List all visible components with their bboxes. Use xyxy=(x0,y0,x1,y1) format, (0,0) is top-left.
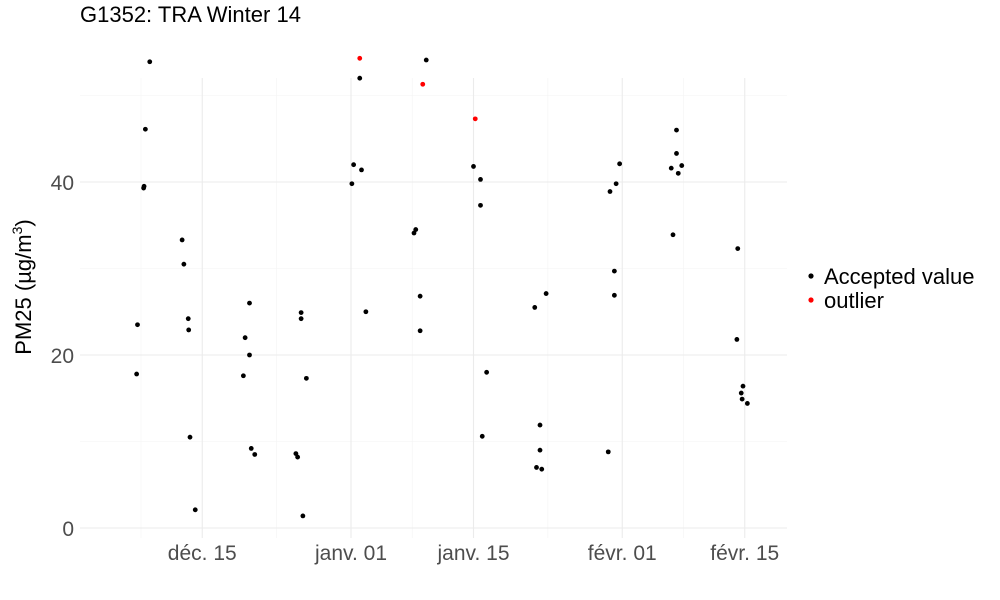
outlier-point xyxy=(472,116,478,122)
accepted-point xyxy=(674,151,679,156)
outlier-point xyxy=(357,55,363,61)
accepted-point xyxy=(186,327,192,333)
accepted-point xyxy=(543,291,549,296)
accepted-point xyxy=(734,337,740,342)
accepted-point xyxy=(611,292,617,298)
accepted-point xyxy=(479,433,485,439)
legend: Accepted value outlier xyxy=(808,264,974,313)
accepted-point xyxy=(248,446,254,451)
accepted-point xyxy=(744,401,750,406)
accepted-point xyxy=(357,75,363,81)
accepted-point xyxy=(181,261,187,267)
grid xyxy=(80,78,787,538)
accepted-point xyxy=(298,310,304,316)
accepted-point xyxy=(142,126,148,132)
accepted-point xyxy=(242,335,248,341)
accepted-point xyxy=(478,202,483,208)
y-axis-ticks: 0 20 40 xyxy=(51,172,74,541)
accepted-point xyxy=(484,369,490,375)
accepted-point xyxy=(605,449,611,455)
legend-key-outlier xyxy=(808,297,814,303)
accepted-point xyxy=(247,300,252,306)
accepted-point xyxy=(179,237,185,243)
accepted-point xyxy=(247,352,252,358)
accepted-point xyxy=(607,189,613,194)
legend-key-accepted xyxy=(808,273,814,279)
accepted-point xyxy=(611,268,617,274)
accepted-point xyxy=(252,452,258,457)
accepted-point xyxy=(363,309,369,315)
accepted-point xyxy=(674,127,679,133)
accepted-point xyxy=(349,181,355,187)
accepted-point xyxy=(537,422,543,428)
y-axis-label-close: ) xyxy=(11,219,36,226)
chart-title: G1352: TRA Winter 14 xyxy=(80,2,301,27)
x-axis-ticks: déc. 15 janv. 01 janv. 15 févr. 01 févr. 15 xyxy=(168,542,779,565)
y-axis-label-unit: µg/m xyxy=(11,234,36,283)
y-axis-label-exponent: 3 xyxy=(9,226,25,234)
accepted-point xyxy=(423,57,429,63)
x-tick-label: janv. 01 xyxy=(314,542,387,565)
accepted-point xyxy=(417,293,423,299)
x-tick-label: févr. 01 xyxy=(588,542,657,565)
accepted-point xyxy=(351,162,357,168)
accepted-point xyxy=(185,316,191,322)
accepted-point xyxy=(359,167,364,173)
accepted-point xyxy=(298,316,304,322)
accepted-point xyxy=(135,322,140,328)
accepted-point xyxy=(739,396,745,402)
accepted-point xyxy=(240,373,246,379)
y-tick-label: 40 xyxy=(51,172,74,195)
outlier-point xyxy=(420,81,426,87)
y-tick-label: 0 xyxy=(62,518,74,541)
accepted-point xyxy=(147,59,153,65)
accepted-point xyxy=(300,513,306,519)
accepted-point xyxy=(668,165,674,171)
accepted-point xyxy=(738,390,744,396)
y-axis-label: PM25 (µg/m3) xyxy=(9,219,36,354)
accepted-point xyxy=(670,232,676,238)
accepted-point xyxy=(471,164,476,169)
accepted-point xyxy=(740,383,746,389)
accepted-point xyxy=(735,246,741,252)
accepted-point xyxy=(134,371,140,377)
accepted-point xyxy=(534,465,539,470)
x-tick-label: janv. 15 xyxy=(437,542,510,565)
accepted-point xyxy=(478,177,483,182)
x-tick-label: févr. 15 xyxy=(710,542,779,565)
accepted-point xyxy=(413,227,419,232)
accepted-point xyxy=(141,183,147,189)
y-axis-label-main: PM25 ( xyxy=(11,283,36,355)
accepted-point xyxy=(532,305,538,310)
accepted-point xyxy=(679,163,685,168)
legend-label-accepted: Accepted value xyxy=(824,264,974,289)
data-points xyxy=(134,55,750,519)
accepted-point xyxy=(417,328,423,334)
accepted-point xyxy=(537,447,543,453)
accepted-point xyxy=(613,181,619,187)
accepted-point xyxy=(295,454,301,460)
accepted-point xyxy=(617,161,623,167)
legend-label-outlier: outlier xyxy=(824,288,884,313)
y-tick-label: 20 xyxy=(51,345,74,368)
accepted-point xyxy=(539,466,545,472)
accepted-point xyxy=(192,507,198,513)
accepted-point xyxy=(675,170,681,176)
accepted-point xyxy=(187,434,193,440)
x-tick-label: déc. 15 xyxy=(168,542,237,565)
accepted-point xyxy=(303,375,309,381)
